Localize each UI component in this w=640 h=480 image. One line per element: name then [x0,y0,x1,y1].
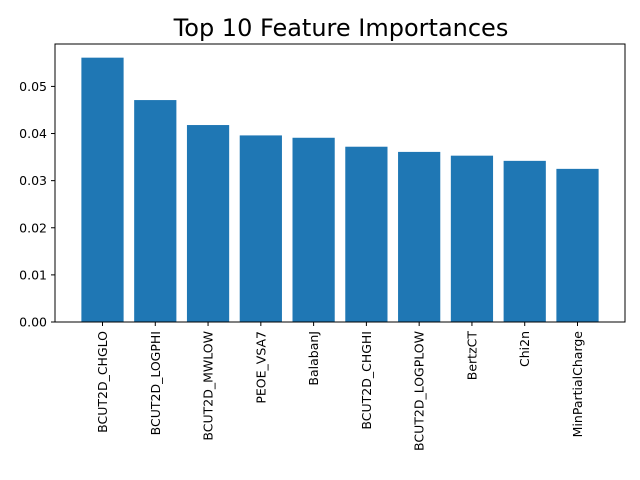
bar-peoe-vsa7 [239,135,282,322]
y-tick-label: 0.00 [19,315,47,330]
x-tick-label: BCUT2D_CHGHI [359,331,374,430]
y-axis: 0.00 0.01 0.02 0.03 0.04 0.05 [19,79,55,330]
y-tick-label: 0.05 [19,79,47,94]
chart-title: Top 10 Feature Importances [173,14,509,42]
y-tick-label: 0.01 [19,267,47,282]
bars-group [81,57,599,323]
y-tick-label: 0.02 [19,220,47,235]
bar-bcut2d-logphi [134,100,177,322]
x-tick-label: PEOE_VSA7 [253,331,268,404]
bar-bcut2d-chghi [345,146,388,322]
x-axis: BCUT2D_CHGLO BCUT2D_LOGPHI BCUT2D_MWLOW PEO… [95,322,585,451]
x-tick-label: BCUT2D_MWLOW [201,331,216,441]
bar-bertzct [450,155,494,322]
bar-minpartialcharge [556,168,599,322]
bar-chi2n [503,160,546,322]
x-tick-label: BalabanJ [306,331,321,386]
bar-bcut2d-logplow [398,151,441,322]
x-tick-label: Chi2n [517,331,532,367]
x-tick-label: MinPartialCharge [570,331,585,438]
bar-bcut2d-chglo [81,57,124,323]
x-tick-label: BCUT2D_LOGPHI [148,331,163,435]
bar-bcut2d-mwlow [186,125,230,322]
y-tick-label: 0.04 [19,126,47,141]
x-tick-label: BCUT2D_CHGLO [95,331,110,433]
x-tick-label: BCUT2D_LOGPLOW [412,331,427,451]
x-tick-label: BertzCT [464,331,479,381]
y-tick-label: 0.03 [19,173,47,188]
bar-balabanj [292,137,335,322]
plot-frame [54,43,626,323]
